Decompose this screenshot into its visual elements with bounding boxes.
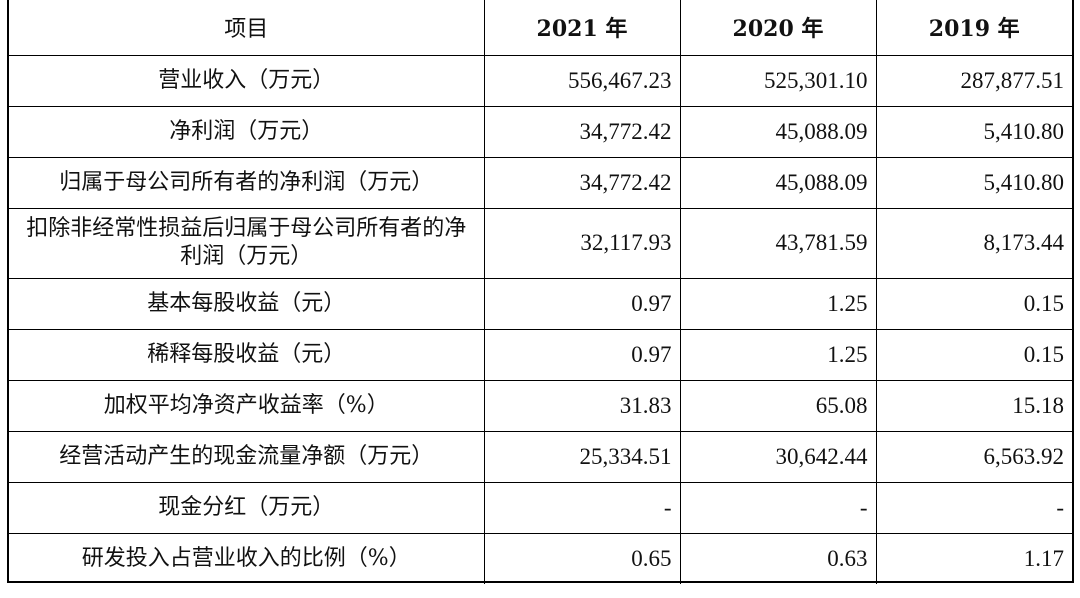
cell-2019: 0.15	[875, 328, 1072, 381]
row-label: 加权平均净资产收益率（%）	[9, 379, 485, 432]
row-label: 营业收入（万元）	[9, 54, 485, 107]
cell-2019: 1.17	[875, 532, 1072, 584]
cell-2020: 0.63	[679, 532, 877, 584]
row-label: 现金分红（万元）	[9, 481, 485, 534]
table-row: 净利润（万元） 34,772.42 45,088.09 5,410.80	[9, 105, 1072, 158]
cell-2020: -	[679, 481, 877, 534]
financial-table-frame: 项目 2021 年 2020 年 2019 年 营业收入（万元） 556,467…	[7, 0, 1074, 584]
table-row: 基本每股收益（元） 0.97 1.25 0.15	[9, 277, 1072, 330]
table-row: 现金分红（万元） - - -	[9, 481, 1072, 534]
cell-2019: 5,410.80	[875, 156, 1072, 209]
cell-2019: 5,410.80	[875, 105, 1072, 158]
row-label: 归属于母公司所有者的净利润（万元）	[9, 156, 485, 209]
cell-2019: 0.15	[875, 277, 1072, 330]
cell-2019: -	[875, 481, 1072, 534]
table-row: 稀释每股收益（元） 0.97 1.25 0.15	[9, 328, 1072, 381]
table-header-row: 项目 2021 年 2020 年 2019 年	[9, 0, 1072, 56]
row-label: 扣除非经常性损益后归属于母公司所有者的净利润（万元）	[9, 207, 485, 279]
cell-2021: 0.97	[483, 328, 681, 381]
cell-2021: 34,772.42	[483, 105, 681, 158]
cell-2019: 287,877.51	[875, 54, 1072, 107]
table-row: 研发投入占营业收入的比例（%） 0.65 0.63 1.17	[9, 532, 1072, 584]
row-label: 经营活动产生的现金流量净额（万元）	[9, 430, 485, 483]
header-year-2019: 2019 年	[875, 0, 1072, 56]
header-year-2021: 2021 年	[483, 0, 681, 56]
cell-2021: 34,772.42	[483, 156, 681, 209]
cell-2021: -	[483, 481, 681, 534]
cell-2021: 556,467.23	[483, 54, 681, 107]
header-item: 项目	[9, 0, 485, 56]
cell-2020: 1.25	[679, 328, 877, 381]
table-row: 归属于母公司所有者的净利润（万元） 34,772.42 45,088.09 5,…	[9, 156, 1072, 209]
cell-2020: 65.08	[679, 379, 877, 432]
table-row: 加权平均净资产收益率（%） 31.83 65.08 15.18	[9, 379, 1072, 432]
cell-2019: 8,173.44	[875, 207, 1072, 279]
cell-2020: 45,088.09	[679, 105, 877, 158]
table-row: 营业收入（万元） 556,467.23 525,301.10 287,877.5…	[9, 54, 1072, 107]
row-label: 基本每股收益（元）	[9, 277, 485, 330]
table-row: 扣除非经常性损益后归属于母公司所有者的净利润（万元） 32,117.93 43,…	[9, 207, 1072, 279]
cell-2021: 31.83	[483, 379, 681, 432]
cell-2021: 25,334.51	[483, 430, 681, 483]
cell-2020: 45,088.09	[679, 156, 877, 209]
financial-data-table: 项目 2021 年 2020 年 2019 年 营业收入（万元） 556,467…	[9, 0, 1072, 584]
cell-2020: 43,781.59	[679, 207, 877, 279]
cell-2021: 0.97	[483, 277, 681, 330]
cell-2019: 15.18	[875, 379, 1072, 432]
cell-2020: 30,642.44	[679, 430, 877, 483]
row-label: 净利润（万元）	[9, 105, 485, 158]
table-row: 经营活动产生的现金流量净额（万元） 25,334.51 30,642.44 6,…	[9, 430, 1072, 483]
cell-2021: 0.65	[483, 532, 681, 584]
cell-2020: 525,301.10	[679, 54, 877, 107]
header-year-2020: 2020 年	[679, 0, 877, 56]
cell-2019: 6,563.92	[875, 430, 1072, 483]
cell-2020: 1.25	[679, 277, 877, 330]
cell-2021: 32,117.93	[483, 207, 681, 279]
row-label: 稀释每股收益（元）	[9, 328, 485, 381]
row-label: 研发投入占营业收入的比例（%）	[9, 532, 485, 584]
